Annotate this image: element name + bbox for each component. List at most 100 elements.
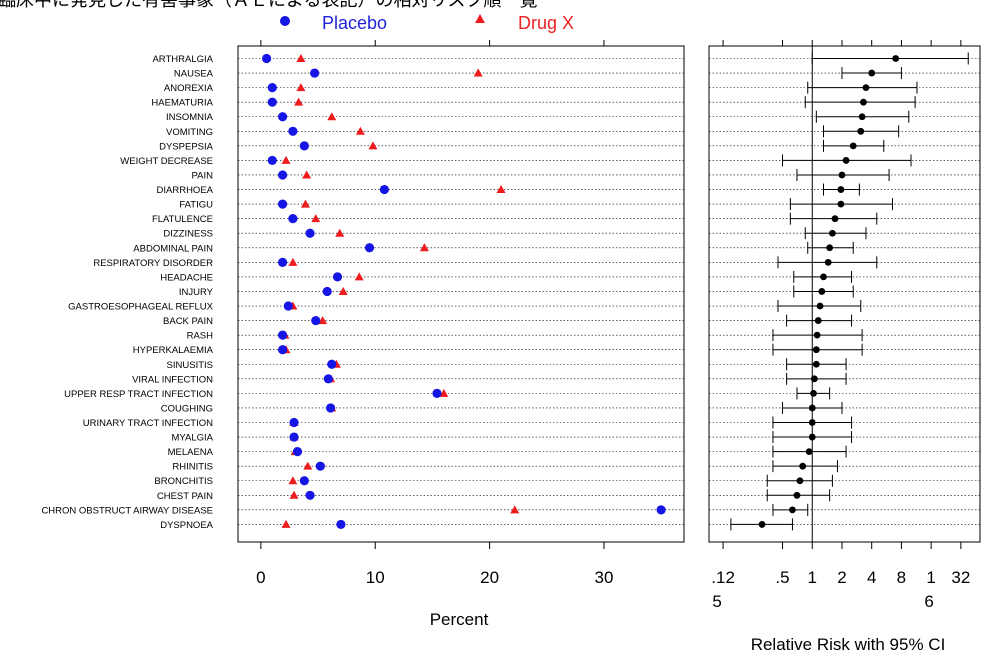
relative-risk-point <box>858 113 866 121</box>
drug-point <box>288 476 298 485</box>
legend-drug-marker <box>475 14 485 23</box>
relative-risk-point <box>831 215 839 223</box>
right-tick-label: .5 <box>775 568 789 587</box>
placebo-point <box>278 330 288 340</box>
category-label: RESPIRATORY DISORDER <box>93 258 213 269</box>
legend-drug-label: Drug X <box>518 13 574 33</box>
drug-point <box>327 112 337 121</box>
placebo-point <box>432 388 442 398</box>
relative-risk-point <box>796 477 804 485</box>
left-plot-frame <box>237 45 685 543</box>
drug-point <box>296 54 306 62</box>
relative-risk-point <box>812 360 820 368</box>
category-label: INSOMNIA <box>166 112 214 123</box>
category-label: FLATULENCE <box>152 214 213 225</box>
relative-risk-point <box>813 331 821 339</box>
category-label: VOMITING <box>166 127 213 138</box>
relative-risk-point <box>842 157 850 164</box>
placebo-point <box>310 68 320 78</box>
placebo-point <box>267 155 277 166</box>
placebo-point <box>327 359 337 369</box>
left-tick-label: 0 <box>256 568 265 587</box>
placebo-point <box>278 257 288 267</box>
relative-risk-point <box>758 521 766 528</box>
category-label: WEIGHT DECREASE <box>120 156 213 167</box>
drug-point <box>439 388 449 397</box>
category-label: SINUSITIS <box>167 360 213 371</box>
drug-point <box>303 461 313 470</box>
relative-risk-point <box>857 127 865 135</box>
category-label: RASH <box>187 331 214 342</box>
placebo-point <box>261 53 272 64</box>
drug-point <box>354 272 364 281</box>
drug-point <box>419 243 429 252</box>
placebo-point <box>299 476 309 486</box>
relative-risk-point <box>808 419 816 426</box>
category-label: DIARRHOEA <box>157 185 214 196</box>
drug-point <box>335 228 345 237</box>
drug-point <box>302 170 312 179</box>
relative-risk-point <box>849 142 857 150</box>
relative-risk-point <box>838 171 846 179</box>
right-tick-label: 8 <box>897 568 906 587</box>
right-tick-label: 1 <box>926 568 935 587</box>
placebo-point <box>283 301 293 311</box>
placebo-point <box>332 272 343 282</box>
category-label: HAEMATURIA <box>151 98 213 109</box>
right-tick-label: .12 <box>711 568 735 587</box>
category-label: UPPER RESP TRACT INFECTION <box>64 389 213 400</box>
placebo-point <box>288 126 298 136</box>
relative-risk-point <box>793 491 801 499</box>
relative-risk-point <box>820 273 827 281</box>
placebo-point <box>278 170 288 180</box>
right-tick-label: 32 <box>951 568 970 587</box>
right-tick-label-line2: 5 <box>712 592 721 611</box>
category-label: HYPERKALAEMIA <box>133 345 214 356</box>
placebo-point <box>278 112 288 122</box>
category-labels: ARTHRALGIA NAUSEA ANOREXIA HAEMATURIA INSOMN… <box>41 54 213 531</box>
right-tick-label-line2: 6 <box>924 592 933 611</box>
confidence-intervals <box>730 46 969 542</box>
relative-risk-point <box>824 258 832 266</box>
category-label: GASTROESOPHAGEAL REFLUX <box>68 302 213 313</box>
placebo-point <box>305 228 315 238</box>
category-label: MELAENA <box>168 447 214 458</box>
relative-risk-point <box>814 317 822 324</box>
drug-point <box>296 83 306 92</box>
relative-risk-point <box>799 462 807 470</box>
left-x-axis-label: Percent <box>430 610 489 629</box>
left-points <box>261 53 666 530</box>
placebo-point <box>305 490 315 500</box>
legend-placebo-marker <box>280 16 290 26</box>
placebo-point <box>323 374 333 384</box>
relative-risk-point <box>816 302 824 310</box>
placebo-point <box>267 97 277 107</box>
drug-point <box>338 286 348 295</box>
placebo-point <box>289 432 299 442</box>
category-label: DIZZINESS <box>163 229 213 240</box>
placebo-point <box>292 447 303 457</box>
placebo-point <box>289 417 299 428</box>
category-label: DYSPEPSIA <box>159 141 214 152</box>
drug-point <box>311 214 321 223</box>
category-label: PAIN <box>192 170 214 181</box>
relative-risk-point <box>812 346 820 354</box>
legend-placebo-label: Placebo <box>322 13 387 33</box>
placebo-point <box>288 214 298 224</box>
right-tick-label: 2 <box>837 568 846 587</box>
category-label: CHEST PAIN <box>157 491 213 502</box>
relative-risk-point <box>808 404 816 412</box>
drug-point <box>294 97 304 106</box>
category-label: NAUSEA <box>174 69 214 80</box>
legend: Placebo Drug X <box>280 13 574 33</box>
left-tick-label: 10 <box>366 568 385 587</box>
left-axis-ticks: 0 10 20 30 <box>256 40 613 587</box>
drug-point <box>289 490 299 499</box>
placebo-point <box>311 315 321 326</box>
left-gridlines <box>238 58 684 525</box>
relative-risk-point <box>837 186 845 193</box>
category-label: CHRON OBSTRUCT AIRWAY DISEASE <box>41 505 213 516</box>
category-label: COUGHING <box>161 403 213 414</box>
drug-point <box>281 519 291 528</box>
